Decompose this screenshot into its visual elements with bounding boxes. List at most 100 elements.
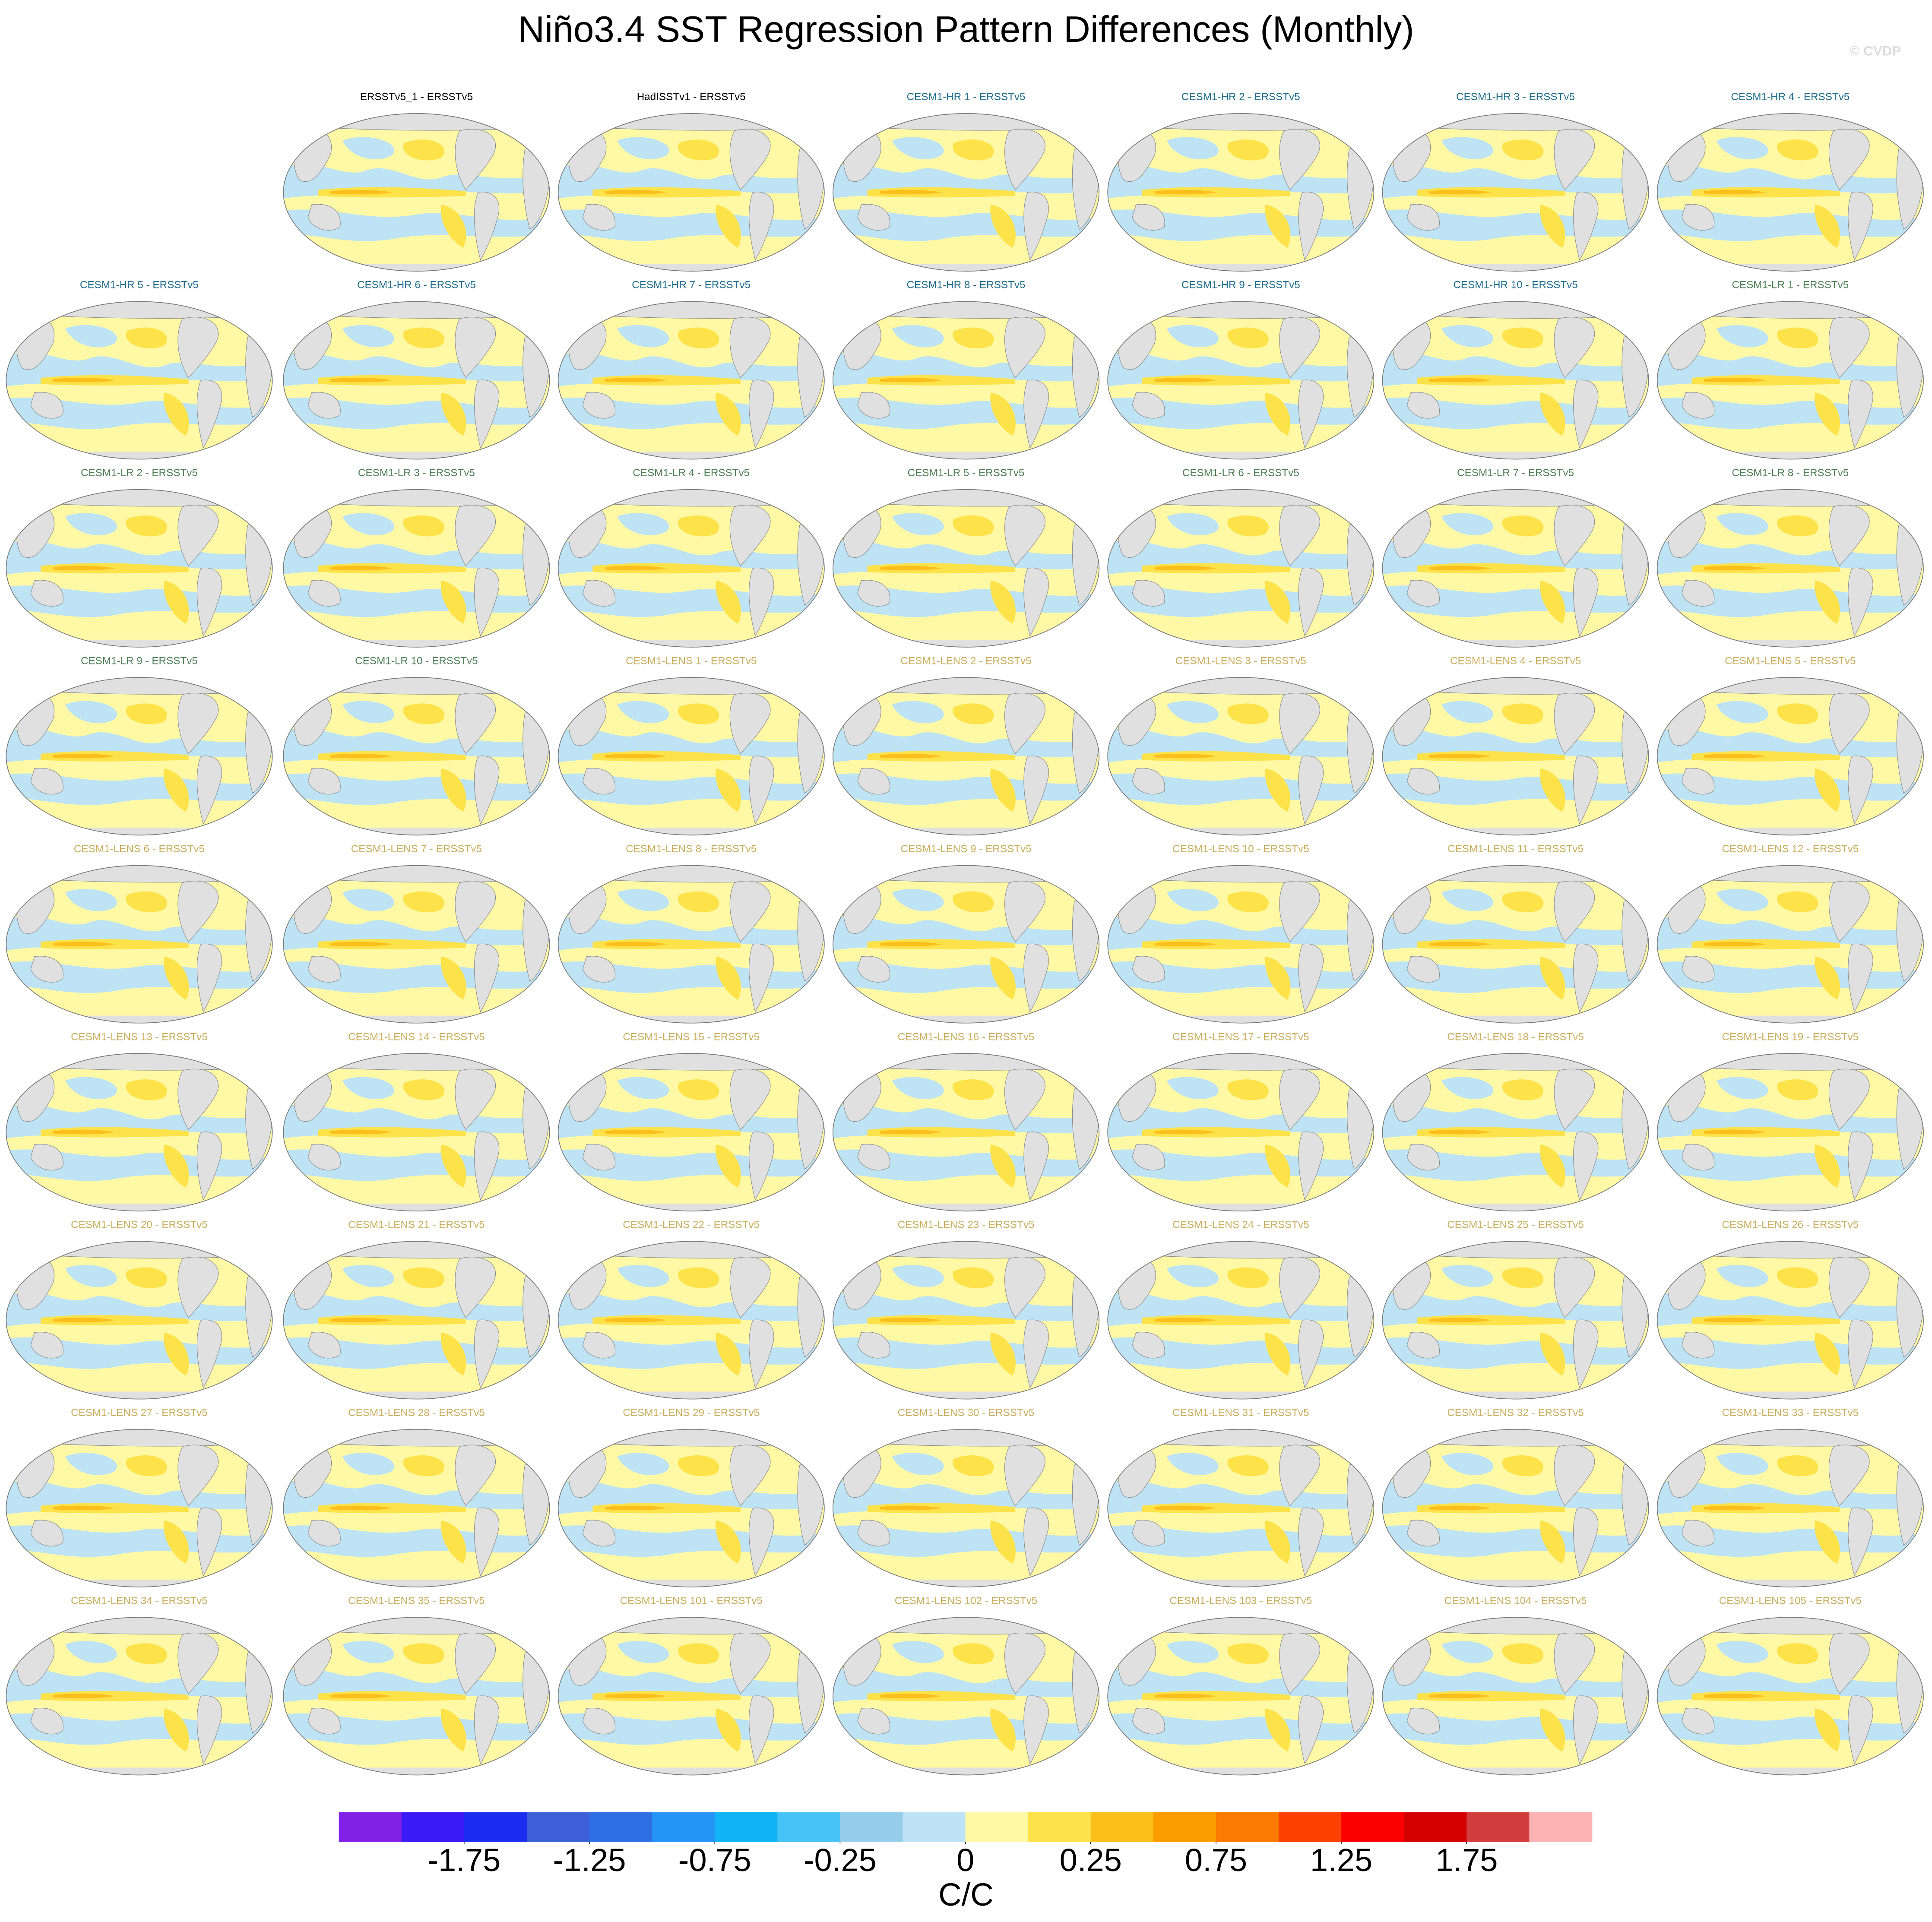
map-panel (558, 114, 825, 271)
map-panel (6, 866, 272, 1023)
panel-title: CESM1-LENS 26 - ERSSTv5 (1722, 1219, 1859, 1231)
map-panel (1657, 1053, 1924, 1211)
map-panel (283, 677, 550, 835)
colorbar-tick-label: -1.25 (553, 1842, 626, 1878)
panel-title: CESM1-LENS 32 - ERSSTv5 (1447, 1407, 1584, 1419)
panel-title: CESM1-LR 6 - ERSSTv5 (1182, 467, 1299, 479)
colorbar-tick-label: 0 (956, 1842, 974, 1878)
colorbar-box (526, 1812, 590, 1842)
panel-title: CESM1-LR 5 - ERSSTv5 (908, 467, 1025, 479)
map-panel (283, 1241, 550, 1399)
panel-title: CESM1-LENS 35 - ERSSTv5 (348, 1595, 485, 1607)
panel-title: CESM1-LENS 12 - ERSSTv5 (1722, 843, 1859, 855)
map-panel (558, 677, 825, 835)
map-panel (1382, 301, 1649, 459)
map-panel (6, 1053, 272, 1211)
panel-title: CESM1-LENS 22 - ERSSTv5 (623, 1219, 760, 1231)
map-panel (6, 1241, 272, 1399)
panel-title: CESM1-LENS 31 - ERSSTv5 (1172, 1407, 1309, 1419)
map-panel (6, 677, 272, 835)
map-panel (1108, 1053, 1374, 1211)
colorbar-box (401, 1812, 465, 1842)
map-panel (1657, 866, 1924, 1023)
map-panel (1382, 1241, 1649, 1399)
panel-title: CESM1-LENS 11 - ERSSTv5 (1447, 843, 1584, 855)
panel-title: CESM1-LENS 34 - ERSSTv5 (71, 1595, 208, 1607)
panel-title: CESM1-HR 5 - ERSSTv5 (80, 279, 199, 291)
panel-title: CESM1-LENS 16 - ERSSTv5 (898, 1031, 1035, 1043)
colorbar-box (1529, 1812, 1593, 1842)
colorbar-box (1153, 1812, 1216, 1842)
map-panel (558, 1053, 825, 1211)
panel-title: CESM1-LR 2 - ERSSTv5 (81, 467, 198, 479)
panel-title: CESM1-LENS 4 - ERSSTv5 (1450, 655, 1581, 667)
map-panel (283, 1053, 550, 1211)
colorbar-box (1216, 1812, 1279, 1842)
map-panel (1657, 1617, 1924, 1775)
map-panel (1382, 114, 1649, 271)
title: Niño3.4 SST Regression Pattern Differenc… (518, 9, 1414, 50)
map-panel (1657, 114, 1924, 271)
map-panel (6, 1617, 272, 1775)
colorbar-box (1090, 1812, 1154, 1842)
panel-title: CESM1-LENS 5 - ERSSTv5 (1725, 655, 1856, 667)
colorbar-box (652, 1812, 716, 1842)
map-panel (833, 1053, 1099, 1211)
map-panel (283, 1429, 550, 1587)
panel-title: CESM1-LENS 103 - ERSSTv5 (1169, 1595, 1312, 1607)
map-panel (1108, 1429, 1374, 1587)
panel-title: CESM1-LENS 19 - ERSSTv5 (1722, 1031, 1859, 1043)
colorbar-box (1028, 1812, 1091, 1842)
map-panel (833, 677, 1099, 835)
map-panel (1657, 490, 1924, 647)
panel-title: CESM1-LENS 9 - ERSSTv5 (900, 843, 1031, 855)
colorbar-label: C/C (938, 1877, 994, 1913)
colorbar-box (464, 1812, 527, 1842)
panel-title: CESM1-LENS 3 - ERSSTv5 (1175, 655, 1306, 667)
colorbar-tick-label: 1.75 (1435, 1842, 1498, 1878)
panel-title: CESM1-LENS 8 - ERSSTv5 (626, 843, 757, 855)
panel-title: CESM1-LENS 29 - ERSSTv5 (623, 1407, 760, 1419)
map-panel (1657, 1429, 1924, 1587)
colorbar-tick-label: 0.75 (1185, 1842, 1247, 1878)
map-panel (1108, 1617, 1374, 1775)
panel-title: ERSSTv5_1 - ERSSTv5 (360, 91, 473, 103)
map-panel (1382, 866, 1649, 1023)
watermark: © CVDP (1850, 44, 1901, 59)
map-panel (6, 301, 272, 459)
map-panel (558, 301, 825, 459)
colorbar-tick-label: 1.25 (1310, 1842, 1372, 1878)
map-panel (558, 866, 825, 1023)
map-panel (833, 1617, 1099, 1775)
panel-title: CESM1-LENS 105 - ERSSTv5 (1719, 1595, 1862, 1607)
map-panel (1382, 677, 1649, 835)
panel-title: CESM1-HR 7 - ERSSTv5 (632, 279, 751, 291)
panel-title: CESM1-LR 4 - ERSSTv5 (633, 467, 750, 479)
colorbar-box (840, 1812, 903, 1842)
map-panel (1108, 1241, 1374, 1399)
map-panel (1108, 866, 1374, 1023)
panel-title: CESM1-LENS 17 - ERSSTv5 (1172, 1031, 1309, 1043)
colorbar-box (903, 1812, 966, 1842)
map-panel (558, 1241, 825, 1399)
panel-title: CESM1-LENS 21 - ERSSTv5 (348, 1219, 485, 1231)
map-panel (833, 114, 1099, 271)
map-panel (833, 1241, 1099, 1399)
map-panel (283, 301, 550, 459)
panel-title: CESM1-LENS 20 - ERSSTv5 (71, 1219, 208, 1231)
map-panel (1382, 1429, 1649, 1587)
map-panel (283, 866, 550, 1023)
map-panel (1657, 677, 1924, 835)
panel-title: CESM1-LR 3 - ERSSTv5 (358, 467, 475, 479)
panel-title: CESM1-LENS 104 - ERSSTv5 (1444, 1595, 1587, 1607)
panel-title: CESM1-LENS 102 - ERSSTv5 (895, 1595, 1037, 1607)
map-panel (558, 490, 825, 647)
panel-title: CESM1-LENS 6 - ERSSTv5 (74, 843, 205, 855)
panel-title: CESM1-LENS 27 - ERSSTv5 (71, 1407, 208, 1419)
panel-title: CESM1-LR 7 - ERSSTv5 (1457, 467, 1574, 479)
colorbar-tick-label: -0.25 (804, 1842, 877, 1878)
map-panel (1382, 490, 1649, 647)
map-panel (1657, 1241, 1924, 1399)
colorbar-box (715, 1812, 778, 1842)
